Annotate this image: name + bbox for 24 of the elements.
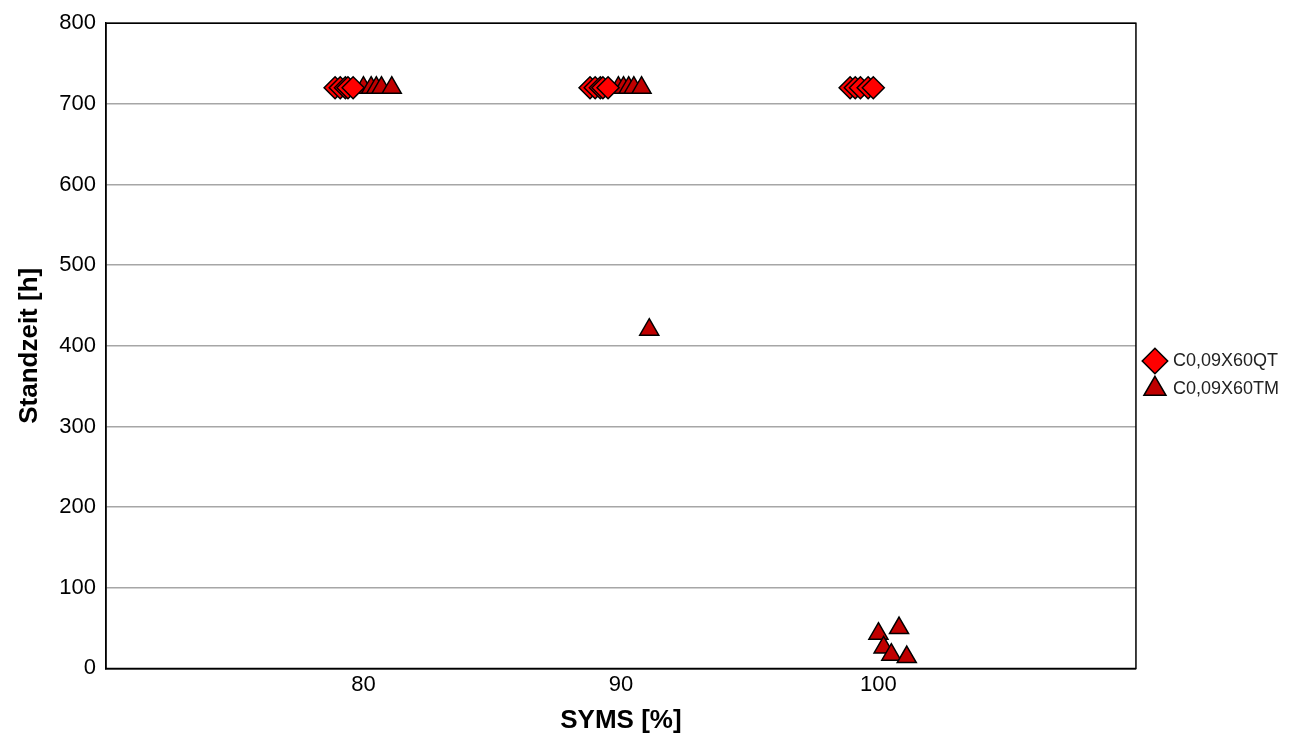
y-tick-label: 300 — [59, 412, 96, 438]
x-tick-label: 90 — [608, 670, 634, 696]
point — [341, 75, 365, 100]
legend-label: C0,09X60TM — [1172, 377, 1280, 398]
y-tick-label: 600 — [59, 170, 96, 196]
y-tick-label: 700 — [59, 89, 96, 115]
point — [596, 75, 620, 100]
y-axis-title: Standzeit [h] — [12, 267, 43, 424]
point — [881, 642, 902, 661]
x-tick-label: 80 — [351, 670, 376, 696]
point — [896, 645, 918, 664]
point — [638, 317, 660, 336]
y-tick-label: 400 — [59, 331, 96, 357]
y-tick-label: 800 — [59, 9, 96, 35]
y-tick-label: 500 — [59, 251, 96, 277]
point — [888, 616, 910, 635]
point — [861, 75, 886, 100]
point — [868, 621, 889, 640]
legend-label: C0,09X60QT — [1172, 349, 1279, 370]
y-tick-label: 200 — [59, 493, 96, 519]
x-axis-title: SYMS [%] — [560, 703, 682, 734]
y-tick-label: 0 — [83, 654, 96, 680]
x-tick-label: 100 — [860, 670, 897, 696]
y-tick-label: 100 — [59, 573, 96, 599]
